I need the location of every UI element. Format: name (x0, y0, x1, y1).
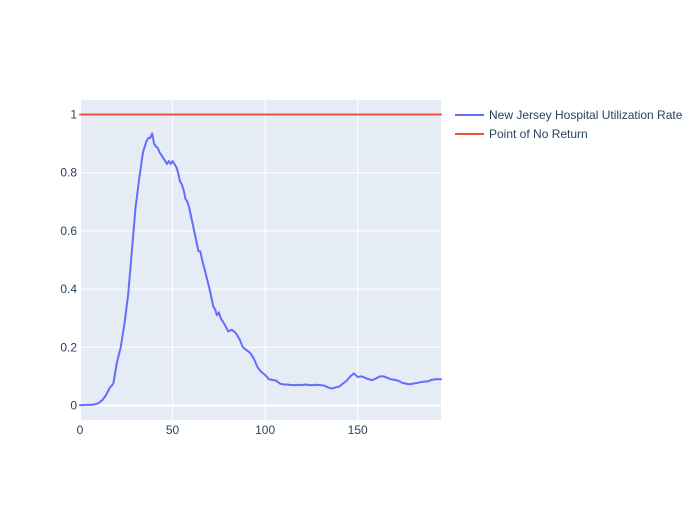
y-tick-label: 0 (70, 398, 77, 412)
y-tick-label: 0.6 (60, 224, 77, 238)
x-tick-label: 50 (166, 423, 180, 437)
x-tick-label: 150 (348, 423, 368, 437)
y-tick-label: 1 (70, 108, 77, 122)
y-tick-label: 0.4 (60, 282, 77, 296)
legend-label: Point of No Return (489, 127, 588, 141)
y-tick-label: 0.2 (60, 340, 77, 354)
y-tick-label: 0.8 (60, 166, 77, 180)
series-layer (79, 113, 442, 407)
x-tick-label: 100 (255, 423, 275, 437)
legend[interactable]: New Jersey Hospital Utilization Rate Poin… (455, 108, 683, 141)
x-tick-label: 0 (77, 423, 84, 437)
axis-ticks: 0 50 100 150 0 0.2 0.4 0.6 0.8 1 (60, 108, 368, 437)
plot-area (80, 100, 441, 420)
legend-item-0[interactable]: New Jersey Hospital Utilization Rate (455, 108, 683, 122)
legend-item-1[interactable]: Point of No Return (455, 127, 588, 141)
legend-label: New Jersey Hospital Utilization Rate (489, 108, 683, 122)
series-line-0 (79, 132, 442, 407)
